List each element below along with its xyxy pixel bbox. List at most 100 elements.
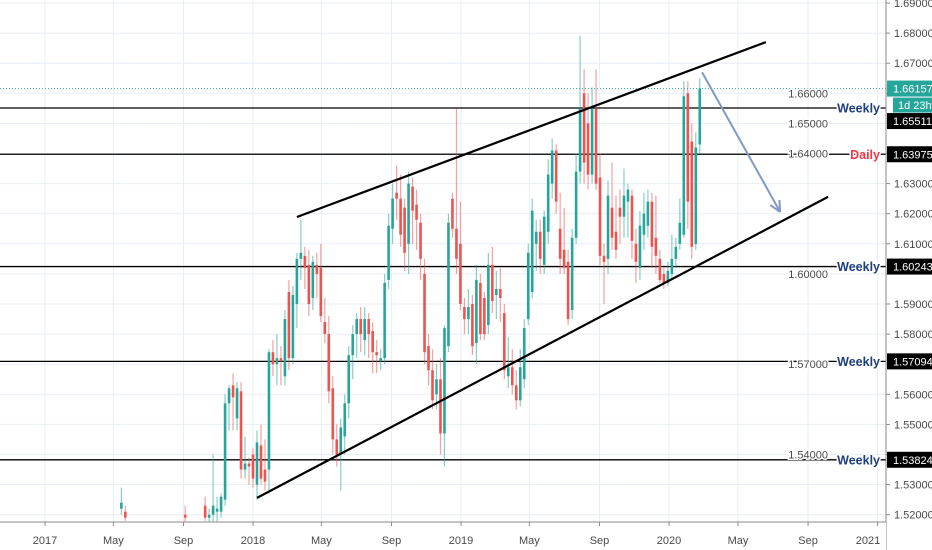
candle	[431, 349, 434, 410]
candle-body	[383, 282, 386, 359]
candle	[578, 36, 582, 184]
candle-body	[646, 201, 650, 226]
candle-body	[658, 258, 662, 280]
candle	[379, 349, 382, 371]
candle-body	[399, 198, 402, 235]
candle	[319, 243, 323, 323]
candle	[538, 219, 542, 274]
price-axis[interactable]: 1.52000 1.53000 1.54000 1.55000 1.56000 1.570…	[787, 0, 932, 522]
trendlines[interactable]	[256, 41, 829, 499]
time-tick-label: 2021	[856, 535, 880, 547]
candle	[183, 505, 187, 524]
candle	[239, 382, 243, 479]
candle-body	[291, 294, 295, 359]
candle-body	[203, 505, 207, 518]
candle-body	[594, 108, 598, 184]
candle-body	[251, 454, 255, 479]
level-price-badge	[887, 258, 932, 275]
candle	[526, 243, 530, 326]
candle-body	[271, 352, 275, 365]
candle-body	[395, 192, 398, 199]
candle-body	[215, 508, 219, 512]
candle-body	[319, 267, 323, 317]
candle-body	[630, 195, 634, 241]
price-tick-label: 1.69000	[894, 0, 932, 10]
arrow-head	[769, 204, 781, 213]
arrow-head	[778, 199, 782, 212]
candle-body	[491, 264, 494, 301]
price-tick-label: 1.63000	[894, 179, 932, 191]
candle-body	[255, 442, 259, 485]
candle	[351, 325, 355, 380]
candle	[638, 210, 642, 280]
time-tick-label: May	[519, 535, 540, 547]
candle-body	[124, 511, 127, 518]
time-axis-bg[interactable]	[0, 522, 886, 550]
candle-body	[211, 505, 215, 515]
candle	[514, 370, 518, 410]
candle	[427, 334, 430, 386]
candle	[287, 279, 291, 371]
time-tick-label: May	[311, 535, 332, 547]
trendline[interactable]	[296, 41, 767, 219]
candle-body	[495, 288, 498, 295]
time-axis[interactable]: 2017 May Sep 2018 May Sep 2019 May Sep 2020 May Sep…	[33, 522, 880, 547]
candle	[335, 424, 339, 467]
last-price-badge	[887, 80, 932, 97]
candle	[522, 319, 526, 389]
candle-body	[279, 358, 283, 362]
candle	[435, 364, 438, 410]
candle	[622, 168, 626, 238]
candle-body	[566, 261, 570, 320]
candle-body	[227, 388, 231, 404]
candle	[510, 349, 514, 395]
trendline[interactable]	[256, 195, 829, 499]
candle	[423, 258, 426, 365]
candle	[554, 144, 558, 214]
candle	[203, 496, 207, 521]
candle-body	[678, 222, 682, 244]
candle-body	[295, 258, 299, 304]
candle-body	[487, 264, 490, 326]
candle-body	[443, 328, 446, 434]
candle	[471, 294, 474, 356]
level-label: Weekly	[837, 355, 880, 369]
candle-body	[447, 222, 450, 347]
candle-body	[510, 367, 514, 386]
level-price-badge	[887, 451, 932, 468]
candle	[602, 243, 606, 304]
candle-body	[347, 355, 351, 404]
price-badges: 1.66157 1d 23h 1.65511 1.63975 1.60243 1.5709…	[887, 80, 932, 468]
candle-body	[331, 388, 335, 440]
candle	[303, 246, 307, 289]
candle-body	[538, 231, 542, 259]
candle	[451, 192, 454, 238]
time-tick-label: Sep	[382, 535, 402, 547]
candle-body	[471, 304, 474, 347]
candle-body	[431, 370, 434, 401]
candle	[383, 273, 386, 365]
candle-body	[634, 243, 638, 262]
candle-body	[546, 174, 550, 232]
projection-arrow[interactable]	[701, 71, 782, 213]
candle	[223, 394, 227, 506]
candle	[124, 505, 127, 521]
candle	[359, 307, 363, 353]
candle	[439, 358, 442, 455]
level-price-badge	[887, 146, 932, 163]
candle-body	[562, 249, 566, 268]
time-tick-label: 2019	[449, 535, 473, 547]
candle-body	[451, 198, 454, 229]
price-tick-label: 1.64000	[788, 149, 828, 161]
level-label: Weekly	[837, 102, 880, 116]
candle	[558, 192, 562, 274]
candle-body	[263, 469, 267, 482]
time-tick-label: Sep	[174, 535, 194, 547]
candle	[375, 340, 378, 374]
candle	[610, 162, 614, 250]
time-tick-label: 2020	[657, 535, 681, 547]
price-tick-label: 1.60000	[788, 269, 828, 281]
candle-body	[690, 141, 694, 247]
candle-body	[339, 427, 343, 455]
